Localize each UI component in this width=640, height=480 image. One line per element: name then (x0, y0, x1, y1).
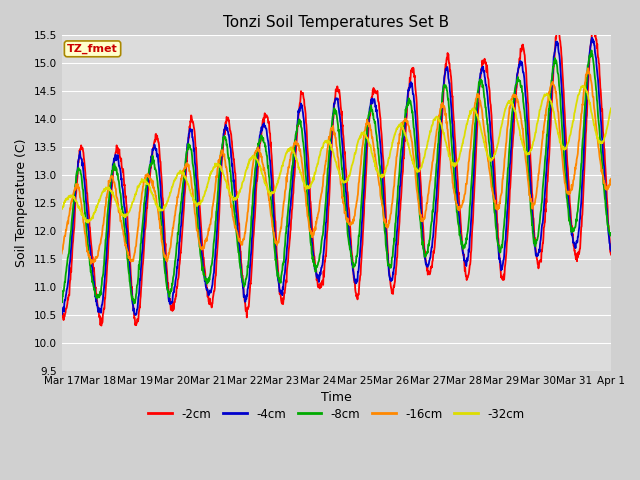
-4cm (180, 181, 188, 187)
-4cm (588, 35, 596, 40)
-32cm (607, 106, 615, 111)
-2cm (180, 201, 188, 207)
-2cm (58, 311, 65, 317)
Y-axis label: Soil Temperature (C): Soil Temperature (C) (15, 139, 28, 267)
-8cm (180, 169, 188, 175)
-8cm (242, 276, 250, 282)
-16cm (542, 107, 550, 113)
-2cm (167, 307, 175, 313)
-4cm (58, 310, 65, 316)
-32cm (180, 174, 188, 180)
-16cm (58, 251, 65, 256)
-32cm (494, 142, 502, 147)
-16cm (494, 202, 502, 207)
-8cm (542, 144, 550, 150)
-32cm (58, 206, 65, 212)
-8cm (58, 299, 65, 304)
-16cm (180, 166, 188, 171)
-2cm (242, 308, 250, 313)
-4cm (542, 171, 550, 177)
-32cm (167, 189, 175, 194)
-2cm (607, 252, 615, 257)
X-axis label: Time: Time (321, 391, 352, 404)
Line: -32cm: -32cm (61, 86, 611, 223)
-16cm (87, 261, 95, 267)
-16cm (167, 241, 175, 247)
-2cm (494, 221, 502, 227)
-8cm (607, 230, 615, 236)
-4cm (494, 236, 502, 242)
-4cm (132, 312, 140, 318)
-4cm (167, 300, 175, 305)
-16cm (422, 207, 429, 213)
-32cm (579, 83, 587, 89)
-8cm (494, 240, 502, 245)
-32cm (542, 92, 550, 97)
-4cm (607, 248, 615, 254)
-4cm (422, 261, 429, 267)
-16cm (584, 65, 592, 71)
-16cm (607, 176, 615, 182)
Legend: -2cm, -4cm, -8cm, -16cm, -32cm: -2cm, -4cm, -8cm, -16cm, -32cm (143, 403, 529, 425)
-16cm (242, 226, 250, 231)
-2cm (422, 257, 429, 263)
-2cm (589, 24, 597, 30)
Line: -2cm: -2cm (61, 27, 611, 325)
Title: Tonzi Soil Temperatures Set B: Tonzi Soil Temperatures Set B (223, 15, 449, 30)
-2cm (542, 196, 550, 202)
Line: -16cm: -16cm (61, 68, 611, 264)
-8cm (167, 286, 175, 292)
Line: -8cm: -8cm (61, 50, 611, 303)
-4cm (242, 297, 250, 302)
-8cm (130, 300, 138, 306)
-2cm (97, 323, 105, 328)
-32cm (242, 168, 250, 174)
-8cm (422, 253, 429, 259)
-8cm (588, 48, 595, 53)
Line: -4cm: -4cm (61, 37, 611, 315)
Text: TZ_fmet: TZ_fmet (67, 44, 118, 54)
-32cm (422, 146, 429, 152)
-32cm (84, 220, 92, 226)
